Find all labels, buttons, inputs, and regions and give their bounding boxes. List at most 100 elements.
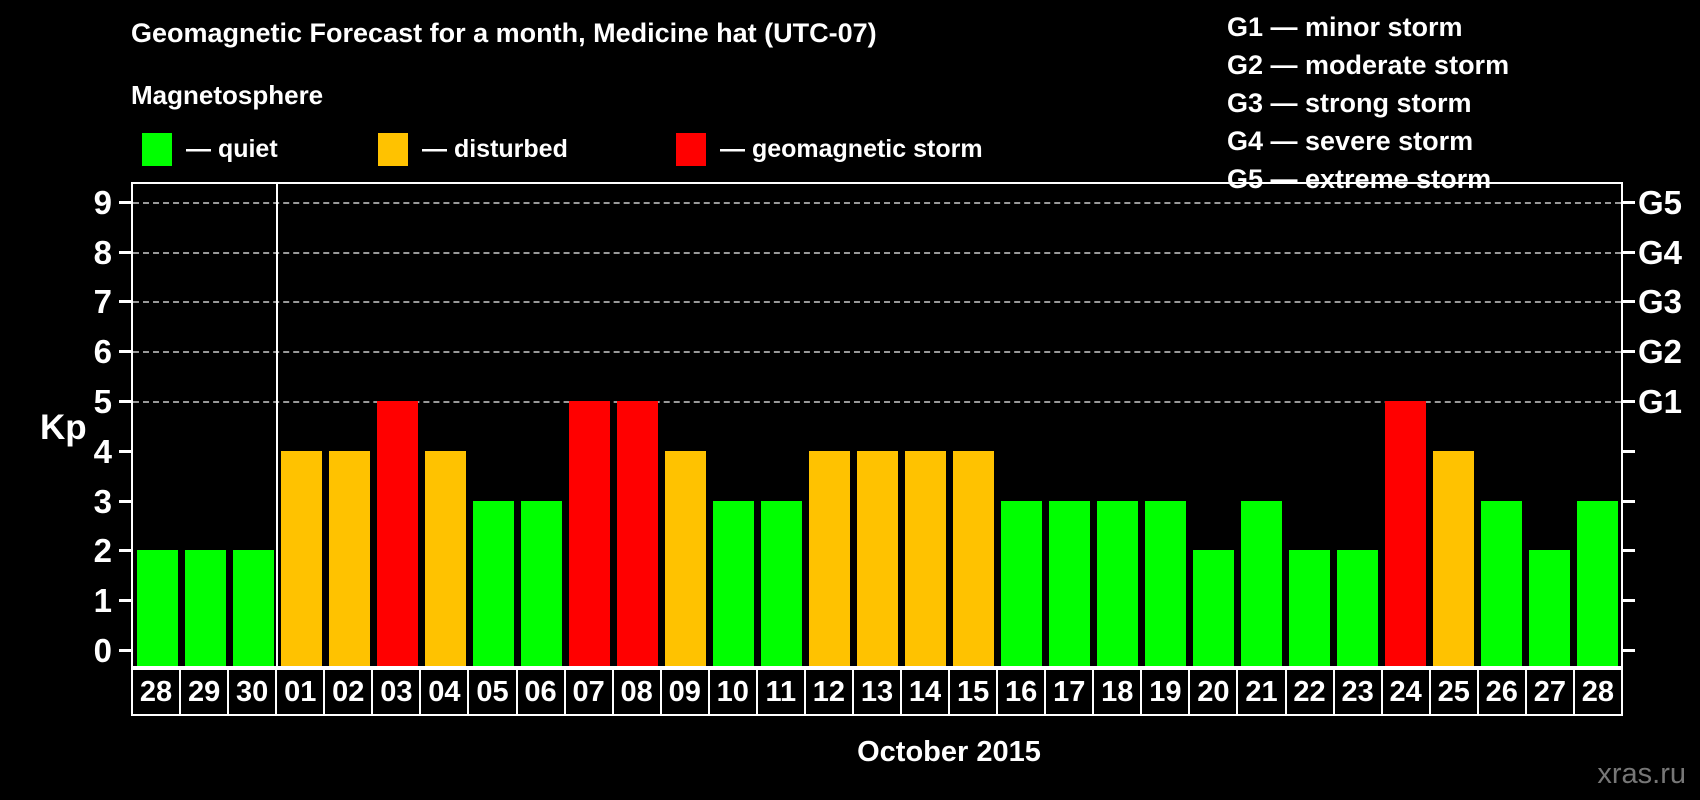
legend-item-storm: — geomagnetic storm [676,131,983,167]
plot-area [131,182,1623,668]
kp-bar [376,401,418,666]
storm-scale-g5: G5 — extreme storm [1227,164,1492,194]
chart-subtitle: Magnetosphere [131,80,324,110]
kp-tick-mark [119,499,131,503]
g-tick-mark [1623,449,1635,453]
storm-scale-g2: G2 — moderate storm [1227,50,1510,80]
g-level-label-g2: G2 [1638,333,1683,371]
gridline-g2 [133,351,1621,354]
date-cell: 11 [755,668,806,716]
date-cell: 15 [948,668,999,716]
date-cell: 27 [1524,668,1575,716]
date-cell: 10 [707,668,758,716]
kp-bar [1096,500,1138,666]
kp-bar [1576,500,1618,666]
kp-bar [472,500,514,666]
kp-bar [1432,450,1474,666]
gridline-g3 [133,301,1621,304]
date-cell: 25 [1428,668,1479,716]
month-label: October 2015 [857,736,1041,768]
g-tick-mark [1623,499,1635,503]
gridline-g1 [133,401,1621,403]
date-cell: 12 [803,668,854,716]
kp-bar [760,500,802,666]
chart-title: Geomagnetic Forecast for a month, Medici… [131,18,877,48]
kp-tick-mark [119,300,131,304]
legend-label-quiet: — quiet [186,134,278,163]
kp-bar [1288,550,1330,666]
kp-tick-label: 5 [93,383,112,420]
storm-scale-g1: G1 — minor storm [1227,12,1463,42]
g-tick-mark [1623,599,1635,603]
legend-label-storm: — geomagnetic storm [720,134,983,163]
date-cell: 28 [131,668,182,716]
kp-bar [232,550,274,666]
kp-tick-label: 8 [93,233,112,271]
date-cell: 07 [563,668,614,716]
g-tick-mark [1623,300,1635,304]
kp-bar [1384,401,1426,666]
kp-tick-label: 9 [93,183,112,221]
storm-scale-legend: G1 — minor storm G2 — moderate storm G3 … [1227,8,1509,198]
quiet-color-swatch [142,132,172,166]
kp-tick-mark [119,350,131,354]
g-tick-mark [1623,549,1635,553]
watermark: xras.ru [1597,758,1686,790]
disturbed-color-swatch [378,132,408,166]
kp-bar [568,401,610,666]
kp-tick-label: 1 [93,582,112,620]
kp-bar [1336,550,1378,666]
date-cell: 22 [1284,668,1335,716]
date-cell: 08 [611,668,662,716]
date-cell: 02 [323,668,374,716]
kp-bar [1480,500,1522,666]
kp-tick-label: 3 [93,482,112,520]
g-level-label-g1: G1 [1638,383,1683,420]
kp-bar [1144,500,1186,666]
month-separator-line [276,184,278,666]
date-cell: 24 [1380,668,1431,716]
kp-bar [328,450,370,666]
kp-tick-mark [119,599,131,603]
kp-bar [712,500,754,666]
date-axis: 28 29 30 01 02 03 04 05 06 07 08 09 10 11 12 13 14 15 16 17… [131,668,1623,716]
kp-tick-label: 7 [93,283,112,321]
storm-scale-g3: G3 — strong storm [1227,88,1472,118]
date-cell: 04 [419,668,470,716]
kp-bar [1528,550,1570,666]
kp-tick-label: 0 [93,632,112,669]
storm-color-swatch [676,132,706,166]
kp-bar [136,550,178,666]
kp-tick-label: 6 [93,333,112,371]
kp-bar [1048,500,1090,666]
date-cell: 03 [371,668,422,716]
date-cell: 28 [1572,668,1623,716]
kp-bar [1000,500,1042,666]
date-cell: 20 [1188,668,1239,716]
kp-bar [664,450,706,666]
kp-bar [808,450,850,666]
legend-label-disturbed: — disturbed [422,134,568,163]
g-tick-mark [1623,250,1635,254]
date-cell: 29 [179,668,230,716]
kp-bar [424,450,466,666]
date-cell: 30 [227,668,278,716]
kp-bar [904,450,946,666]
legend-item-quiet: — quiet [142,131,278,167]
date-cell: 05 [467,668,518,716]
kp-bar [616,401,658,666]
date-cell: 16 [996,668,1047,716]
kp-tick-mark [119,649,131,652]
kp-tick-mark [119,250,131,254]
date-cell: 01 [275,668,326,716]
storm-scale-g4: G4 — severe storm [1227,126,1474,156]
date-cell: 19 [1140,668,1191,716]
kp-tick-label: 2 [93,532,112,570]
kp-bar [280,450,322,666]
kp-tick-mark [119,449,131,453]
g-tick-mark [1623,649,1635,652]
kp-tick-mark [119,200,131,204]
gridline-g4 [133,251,1621,254]
date-cell: 18 [1092,668,1143,716]
kp-bar [1240,500,1282,666]
